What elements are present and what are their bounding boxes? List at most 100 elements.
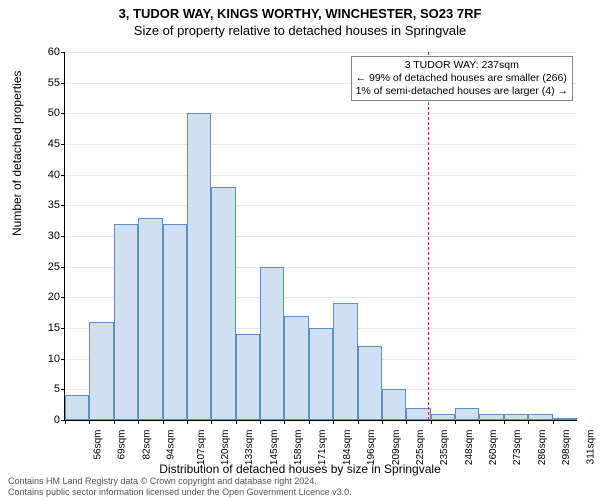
annotation-line3: 1% of semi-detached houses are larger (4… (356, 85, 568, 98)
histogram-bar (260, 267, 284, 420)
gridline (65, 113, 577, 114)
annotation-box: 3 TUDOR WAY: 237sqm← 99% of detached hou… (351, 56, 573, 101)
ytick-mark (61, 359, 65, 360)
xtick-label: 286sqm (537, 430, 548, 466)
xtick-mark (455, 420, 456, 424)
ytick-mark (61, 236, 65, 237)
histogram-bar (187, 113, 211, 420)
xtick-mark (406, 420, 407, 424)
ytick-mark (61, 205, 65, 206)
ytick-mark (61, 267, 65, 268)
xtick-label: 133sqm (244, 430, 255, 466)
ytick-label: 60 (30, 46, 60, 58)
footer: Contains HM Land Registry data © Crown c… (8, 476, 352, 498)
footer-line-2: Contains public sector information licen… (8, 487, 352, 498)
ytick-label: 25 (30, 261, 60, 273)
xtick-mark (309, 420, 310, 424)
ytick-mark (61, 328, 65, 329)
histogram-bar (236, 334, 260, 420)
ytick-label: 35 (30, 199, 60, 211)
ytick-label: 5 (30, 383, 60, 395)
histogram-bar (284, 316, 308, 420)
xtick-mark (528, 420, 529, 424)
xtick-label: 235sqm (439, 430, 450, 466)
histogram-bar (211, 187, 235, 420)
xtick-label: 82sqm (141, 430, 152, 460)
xtick-label: 311sqm (585, 430, 596, 465)
gridline (65, 205, 577, 206)
x-axis-label: Distribution of detached houses by size … (0, 462, 600, 476)
histogram-bar (89, 322, 113, 420)
histogram-bar (479, 414, 503, 420)
annotation-line1: 3 TUDOR WAY: 237sqm (356, 59, 568, 72)
xtick-mark (187, 420, 188, 424)
xtick-mark (284, 420, 285, 424)
marker-line (428, 52, 429, 420)
ytick-mark (61, 113, 65, 114)
xtick-mark (431, 420, 432, 424)
ytick-label: 50 (30, 107, 60, 119)
footer-line-1: Contains HM Land Registry data © Crown c… (8, 476, 352, 487)
plot-area: 3 TUDOR WAY: 237sqm← 99% of detached hou… (64, 52, 577, 421)
xtick-mark (65, 420, 66, 424)
histogram-bar (333, 303, 357, 420)
title-block: 3, TUDOR WAY, KINGS WORTHY, WINCHESTER, … (0, 6, 600, 38)
xtick-mark (333, 420, 334, 424)
xtick-label: 69sqm (117, 430, 128, 460)
xtick-mark (163, 420, 164, 424)
histogram-bar (553, 418, 577, 420)
xtick-label: 107sqm (196, 430, 207, 466)
ytick-mark (61, 175, 65, 176)
xtick-mark (382, 420, 383, 424)
ytick-label: 40 (30, 169, 60, 181)
histogram-bar (382, 389, 406, 420)
gridline (65, 175, 577, 176)
histogram-bar (504, 414, 528, 420)
xtick-label: 56sqm (93, 430, 104, 460)
xtick-mark (114, 420, 115, 424)
xtick-mark (358, 420, 359, 424)
ytick-mark (61, 144, 65, 145)
ytick-label: 45 (30, 138, 60, 150)
histogram-bar (528, 414, 552, 420)
xtick-label: 209sqm (391, 430, 402, 466)
xtick-label: 298sqm (561, 430, 572, 466)
xtick-mark (260, 420, 261, 424)
title-line-2: Size of property relative to detached ho… (0, 23, 600, 38)
xtick-label: 273sqm (513, 430, 524, 466)
xtick-label: 260sqm (488, 430, 499, 466)
gridline (65, 144, 577, 145)
histogram-bar (138, 218, 162, 420)
histogram-bar (406, 408, 430, 420)
annotation-line2: ← 99% of detached houses are smaller (26… (356, 72, 568, 85)
histogram-bar (309, 328, 333, 420)
xtick-mark (236, 420, 237, 424)
xtick-label: 158sqm (293, 430, 304, 466)
ytick-mark (61, 83, 65, 84)
xtick-label: 248sqm (464, 430, 475, 466)
xtick-mark (504, 420, 505, 424)
histogram-bar (431, 414, 455, 420)
xtick-label: 184sqm (342, 430, 353, 466)
xtick-label: 94sqm (166, 430, 177, 460)
xtick-label: 145sqm (269, 430, 280, 466)
figure: 3, TUDOR WAY, KINGS WORTHY, WINCHESTER, … (0, 0, 600, 500)
xtick-label: 196sqm (366, 430, 377, 466)
xtick-label: 120sqm (220, 430, 231, 466)
gridline (65, 52, 577, 53)
histogram-bar (65, 395, 89, 420)
ytick-mark (61, 297, 65, 298)
xtick-label: 171sqm (318, 430, 329, 466)
ytick-label: 10 (30, 353, 60, 365)
histogram-bar (114, 224, 138, 420)
histogram-bar (163, 224, 187, 420)
ytick-label: 20 (30, 291, 60, 303)
histogram-bar (455, 408, 479, 420)
ytick-mark (61, 52, 65, 53)
histogram-bar (358, 346, 382, 420)
xtick-mark (138, 420, 139, 424)
ytick-label: 0 (30, 414, 60, 426)
ytick-mark (61, 389, 65, 390)
xtick-mark (89, 420, 90, 424)
xtick-mark (479, 420, 480, 424)
